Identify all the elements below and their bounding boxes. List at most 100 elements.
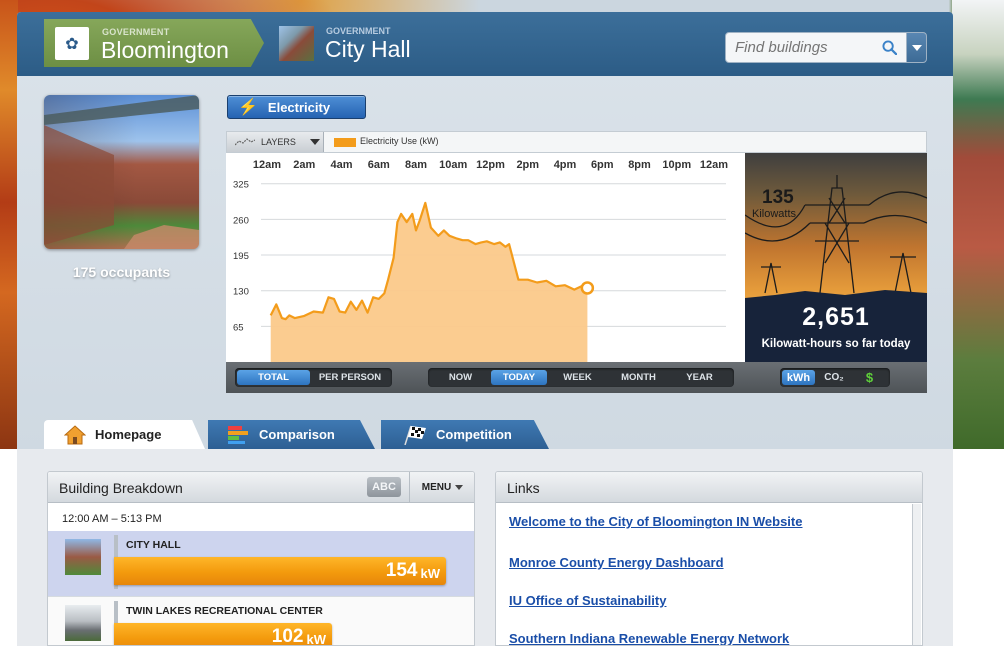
electricity-chart-svg: 12am 2am 4am 6am 8am 10am 12pm 2pm 4pm 6pm 8pm 10pm…: [233, 159, 728, 362]
x-tick-label: 10am: [439, 159, 467, 171]
breadcrumb-category: GOVERNMENT: [102, 27, 170, 37]
mode-toggle: TOTAL PER PERSON: [235, 368, 392, 387]
chevron-down-icon: [309, 139, 320, 145]
unit-co2-button[interactable]: CO₂: [824, 372, 844, 383]
current-value-marker: [580, 281, 595, 295]
current-power-value: 135: [762, 187, 794, 208]
tab-label: Competition: [436, 427, 512, 442]
search-box: [725, 32, 907, 63]
lightning-bolt-icon: ⚡: [238, 99, 258, 116]
search-dropdown-button[interactable]: [906, 32, 927, 63]
building-photo: [44, 95, 199, 249]
y-tick-label: 130: [233, 287, 249, 298]
series-area: [270, 202, 588, 362]
legend-label: Electricity Use (kW): [360, 136, 439, 146]
chevron-down-icon: [455, 484, 464, 490]
x-tick-label: 8am: [405, 159, 427, 171]
building-usage-bar: 154 kW: [114, 557, 446, 585]
building-usage-bar: 102 kW: [114, 623, 332, 646]
building-row[interactable]: CITY HALL 154 kW: [48, 531, 474, 596]
layers-label: LAYERS: [261, 137, 296, 147]
building-breakdown-title: Building Breakdown: [59, 480, 183, 496]
y-tick-label: 325: [233, 180, 249, 191]
current-power-unit: Kilowatts: [752, 208, 797, 220]
background-foliage-left: [0, 0, 18, 450]
range-today-button[interactable]: TODAY: [491, 370, 547, 385]
x-tick-label: 2pm: [516, 159, 539, 171]
energy-total: 2,651: [802, 303, 870, 331]
breakdown-menu-button[interactable]: MENU: [409, 472, 474, 502]
tab-homepage[interactable]: Homepage: [44, 420, 205, 449]
tab-comparison[interactable]: Comparison: [208, 420, 375, 449]
x-tick-label: 4pm: [554, 159, 577, 171]
links-scrollbar[interactable]: [912, 504, 921, 645]
x-tick-label: 12am: [700, 159, 728, 171]
search-input[interactable]: [726, 33, 871, 62]
electricity-chart: 12am 2am 4am 6am 8am 10am 12pm 2pm 4pm 6pm 8pm 10pm…: [226, 153, 745, 362]
x-tick-label: 12am: [253, 159, 281, 171]
chevron-down-icon: [911, 44, 922, 51]
house-icon: [64, 424, 86, 444]
breadcrumb-building-name[interactable]: City Hall: [325, 36, 411, 62]
unit-cost-button[interactable]: $: [865, 370, 874, 385]
unit-kwh-button[interactable]: kWh: [782, 370, 815, 385]
building-thumbnail: [65, 605, 101, 641]
checkered-flag-icon: [404, 425, 426, 445]
unit-control-bar: kWh CO₂ $: [745, 362, 927, 393]
breadcrumb-name: Bloomington: [101, 37, 229, 63]
link-iu-sustainability[interactable]: IU Office of Sustainability: [509, 593, 667, 608]
electricity-label: Electricity: [267, 99, 331, 115]
building-breakdown-header: Building Breakdown ABC MENU: [48, 472, 474, 503]
tab-label: Comparison: [259, 427, 335, 442]
x-tick-label: 8pm: [628, 159, 651, 171]
x-tick-label: 4am: [330, 159, 352, 171]
unit-toggle: kWh CO₂ $: [780, 368, 890, 387]
range-week-button[interactable]: WEEK: [563, 372, 592, 383]
per-person-button[interactable]: PER PERSON: [318, 372, 382, 383]
electricity-button[interactable]: ⚡ Electricity: [227, 95, 366, 119]
building-name: CITY HALL: [126, 539, 181, 551]
x-tick-label: 10pm: [662, 159, 691, 171]
y-tick-label: 260: [233, 215, 249, 226]
sort-alphabetical-button[interactable]: ABC: [367, 477, 401, 497]
links-panel: Links Welcome to the City of Bloomington…: [495, 471, 923, 646]
building-thumbnail: [65, 539, 101, 575]
occupant-count: 175 occupants: [72, 264, 171, 280]
city-seal-icon: ✿: [55, 27, 89, 60]
building-name: TWIN LAKES RECREATIONAL CENTER: [126, 605, 323, 617]
x-tick-label: 6pm: [591, 159, 614, 171]
energy-total-caption: Kilowatt-hours so far today: [761, 338, 911, 350]
total-button[interactable]: TOTAL: [237, 370, 310, 385]
links-header: Links: [496, 472, 922, 503]
building-row[interactable]: TWIN LAKES RECREATIONAL CENTER 102 kW: [48, 596, 474, 646]
link-renewable-network[interactable]: Southern Indiana Renewable Energy Networ…: [509, 631, 790, 646]
building-usage-unit: kW: [420, 565, 441, 581]
building-breakdown-panel: Building Breakdown ABC MENU 12:00 AM – 5…: [47, 471, 475, 646]
breakdown-time-range: 12:00 AM – 5:13 PM: [62, 513, 162, 525]
range-year-button[interactable]: YEAR: [686, 372, 713, 383]
building-thumbnail-icon: [279, 26, 314, 61]
menu-label: MENU: [421, 481, 452, 493]
chart-control-bar: TOTAL PER PERSON NOW TODAY WEEK MONTH YE…: [226, 362, 745, 393]
background-building-right: [952, 0, 1004, 450]
range-now-button[interactable]: NOW: [448, 372, 473, 383]
power-summary-panel: 135 Kilowatts 2,651 Kilowatt-hours so fa…: [745, 153, 927, 362]
building-usage-value: 154: [385, 560, 418, 581]
bar-chart-icon: [228, 425, 248, 444]
x-tick-label: 2am: [293, 159, 315, 171]
tab-competition[interactable]: Competition: [381, 420, 549, 449]
breadcrumb-bloomington[interactable]: ✿ GOVERNMENT Bloomington: [44, 19, 264, 67]
layers-dropdown[interactable]: LAYERS: [227, 132, 324, 152]
building-usage-value: 102: [271, 626, 304, 646]
link-county-dashboard[interactable]: Monroe County Energy Dashboard: [509, 555, 724, 570]
y-tick-label: 195: [233, 251, 249, 262]
x-tick-label: 12pm: [476, 159, 505, 171]
search-icon[interactable]: [882, 40, 897, 55]
layers-icon: [235, 138, 255, 146]
range-month-button[interactable]: MONTH: [621, 372, 656, 383]
tab-label: Homepage: [95, 427, 162, 442]
link-city-website[interactable]: Welcome to the City of Bloomington IN We…: [509, 514, 803, 529]
links-title: Links: [507, 480, 540, 496]
breadcrumb-category: GOVERNMENT: [326, 26, 391, 36]
time-range-toggle: NOW TODAY WEEK MONTH YEAR: [428, 368, 734, 387]
